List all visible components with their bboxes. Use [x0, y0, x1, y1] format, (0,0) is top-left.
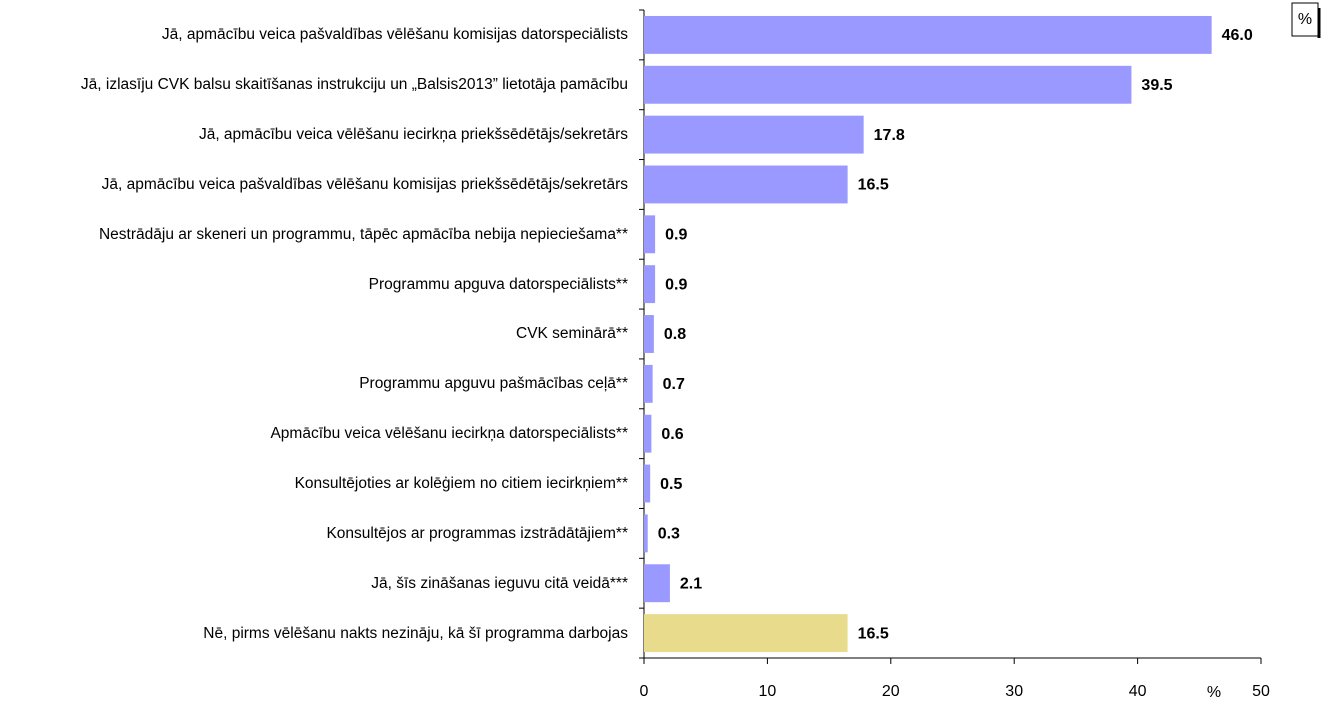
x-tick-label: 10 [759, 683, 777, 700]
category-label: Konsultējoties ar kolēģiem no citiem iec… [294, 475, 628, 493]
category-label: Jā, izlasīju CVK balsu skaitīšanas instr… [80, 76, 628, 94]
value-label: 0.9 [665, 227, 687, 244]
category-label: Nestrādāju ar skeneri un programmu, tāpē… [98, 225, 628, 243]
bar [644, 414, 652, 453]
category-label: Programmu apguva datorspeciālists** [368, 275, 628, 293]
bar [644, 65, 1132, 104]
unit-box-label: % [1298, 11, 1312, 28]
bar [644, 215, 656, 254]
category-label: Konsultējos ar programmas izstrādātājiem… [326, 524, 628, 542]
value-label: 46.0 [1222, 27, 1253, 44]
value-label: 0.7 [663, 376, 685, 393]
category-label: Apmācību veica vēlēšanu iecirkņa datorsp… [270, 425, 628, 443]
bar [644, 514, 648, 553]
value-label: 0.3 [658, 526, 680, 543]
unit-box [1291, 2, 1319, 37]
x-tick-label: 30 [1005, 683, 1023, 700]
value-label: 0.6 [661, 426, 683, 443]
category-label: Jā, apmācību veica pašvaldības vēlēšanu … [101, 175, 628, 193]
bar [644, 564, 670, 603]
bar [644, 315, 654, 353]
value-label: 2.1 [680, 575, 702, 592]
value-label: 16.5 [858, 625, 889, 642]
value-label: 39.5 [1141, 77, 1172, 94]
value-label: 0.9 [665, 276, 687, 293]
value-label: 0.5 [660, 476, 682, 493]
x-tick-label: 0 [640, 683, 649, 700]
category-label: Jā, apmācību veica pašvaldības vēlēšanu … [161, 26, 628, 44]
x-tick-label: 20 [882, 683, 900, 700]
x-tick-label: 40 [1129, 683, 1147, 700]
bar [644, 265, 656, 304]
value-label: 17.8 [874, 127, 905, 144]
value-label: 0.8 [664, 326, 686, 343]
bar [644, 364, 653, 403]
bar [644, 115, 864, 154]
bar [644, 464, 651, 503]
value-label: 16.5 [858, 177, 889, 194]
bar [644, 614, 848, 653]
category-label: Jā, apmācību veica vēlēšanu iecirkņa pri… [198, 126, 628, 144]
x-axis-label: % [1207, 684, 1221, 701]
bar [644, 165, 848, 204]
category-label: CVK seminārā** [516, 325, 628, 343]
x-tick-label: 50 [1252, 683, 1270, 700]
bar [644, 15, 1212, 54]
category-label: Nē, pirms vēlēšanu nakts nezināju, kā šī… [203, 624, 628, 642]
category-label: Jā, šīs zināšanas ieguvu citā veidā*** [371, 574, 628, 592]
category-label: Programmu apguvu pašmācības ceļā** [359, 375, 628, 393]
